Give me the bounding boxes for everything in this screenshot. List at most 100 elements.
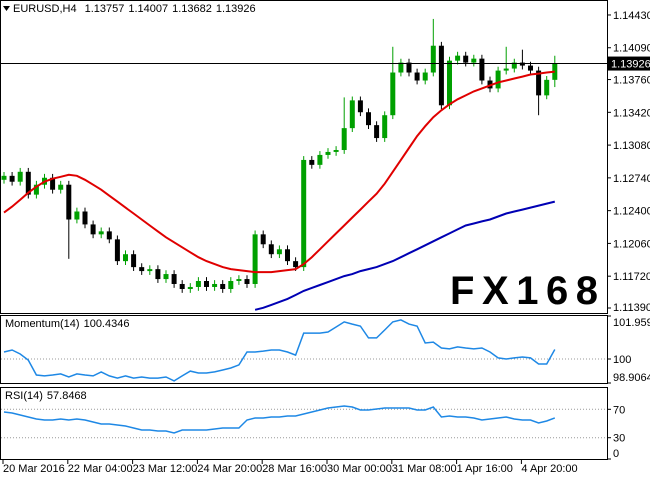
candle-body (204, 281, 209, 287)
candles (1, 18, 558, 311)
candle-body (390, 72, 396, 116)
candle-body (139, 267, 145, 272)
chart-header: EURUSD,H4 1.13757 1.14007 1.13682 1.13926 (13, 3, 256, 15)
candle-body (366, 112, 371, 126)
symbol-title: EURUSD,H4 (13, 3, 77, 15)
y-tick-label: 0 (613, 448, 619, 460)
candle-body (341, 128, 347, 151)
candle-body (179, 283, 185, 289)
candle-body (187, 286, 193, 289)
candle-body (293, 261, 299, 268)
moving-average (3, 70, 555, 274)
candle-body (503, 68, 509, 71)
candle-body (212, 283, 218, 287)
x-tick-label: 24 Mar 20:00 (197, 463, 262, 475)
candle-body (463, 55, 469, 63)
y-tick-label: 30 (613, 433, 625, 445)
y-tick-label: 70 (613, 404, 625, 416)
candle-body (131, 254, 137, 268)
candle-body (430, 45, 436, 73)
x-tick-label: 4 Apr 20:00 (521, 463, 577, 475)
candle-body (50, 177, 56, 190)
candle-body (422, 72, 428, 81)
candle-body (536, 70, 542, 96)
x-tick-label: 30 Mar 00:00 (327, 463, 392, 475)
indicator-title: RSI(14) 57.8468 (5, 390, 87, 402)
candle-body (147, 269, 153, 272)
rsi-panel (0, 387, 608, 460)
candle-body (301, 159, 307, 268)
candle-body (333, 150, 339, 152)
candle-body (260, 234, 266, 245)
candle-body (349, 100, 355, 129)
candle-body (90, 224, 96, 235)
y-tick-label: 1.12740 (613, 173, 650, 185)
y-tick-label: 100 (613, 354, 631, 366)
candle-body (309, 159, 315, 165)
candle-body (317, 154, 323, 165)
y-tick-label: 1.11720 (613, 271, 650, 283)
candle-body (74, 211, 80, 220)
x-tick-label: 23 Mar 12:00 (133, 463, 198, 475)
candle-body (357, 100, 363, 113)
candle-body (236, 279, 242, 281)
candle-body (382, 115, 388, 139)
y-tick-label: 1.11390 (613, 302, 650, 314)
x-tick-label: 28 Mar 16:00 (262, 463, 327, 475)
indicator-title: Momentum(14) 100.4346 (5, 318, 129, 330)
indicator-name: RSI(14) (5, 390, 43, 402)
y-tick-label: 1.14090 (613, 43, 650, 55)
candle-body (9, 175, 15, 182)
header-open: 1.13757 (85, 3, 125, 15)
candle-body (82, 211, 88, 225)
y-tick-label: 1.14430 (613, 10, 650, 22)
candle-body (33, 184, 39, 195)
candle-body (268, 244, 274, 255)
x-tick-label: 31 Mar 08:00 (392, 463, 457, 475)
candle-body (414, 72, 420, 81)
last-price-box (608, 56, 650, 71)
indicator-line (3, 319, 556, 382)
candle-body (244, 279, 250, 284)
candle-body (455, 55, 461, 61)
y-tick-label: 1.12060 (613, 238, 650, 250)
x-tick-label: 22 Mar 04:00 (68, 463, 133, 475)
y-tick-label: 1.12400 (613, 206, 650, 218)
candle-body (285, 249, 290, 262)
x-tick-label: 1 Apr 16:00 (457, 463, 513, 475)
indicator-value: 100.4346 (84, 318, 130, 330)
header-low: 1.13682 (172, 3, 212, 15)
candle-body (228, 281, 234, 289)
y-tick-label: 1.13080 (613, 140, 650, 152)
candle-body (123, 254, 128, 262)
main-panel (0, 0, 608, 314)
candle-body (58, 184, 64, 190)
candle-body (106, 231, 112, 240)
candle-body (98, 231, 104, 235)
candle-body (66, 184, 72, 220)
y-tick-label: 1.13420 (613, 107, 650, 119)
candle-body (276, 249, 282, 255)
candle-body (479, 58, 485, 81)
indicator-value: 57.8468 (47, 390, 87, 402)
menu-arrow (3, 6, 10, 11)
y-tick-label: 101.9595 (613, 317, 650, 329)
y-tick-label: 1.13760 (613, 75, 650, 87)
watermark: FX168 (450, 269, 598, 313)
candle-body (252, 234, 258, 284)
candle-body (171, 274, 177, 284)
candle-body (155, 269, 161, 280)
candle-body (511, 62, 517, 69)
candle-body (374, 125, 380, 139)
candle-body (519, 62, 525, 66)
candle-body (438, 45, 444, 106)
candle-body (1, 175, 7, 180)
candle-body (114, 239, 120, 262)
candle-body (195, 281, 201, 287)
header-high: 1.14007 (128, 3, 168, 15)
candle-body (471, 58, 477, 63)
y-tick-label: 98.9064 (613, 372, 650, 384)
